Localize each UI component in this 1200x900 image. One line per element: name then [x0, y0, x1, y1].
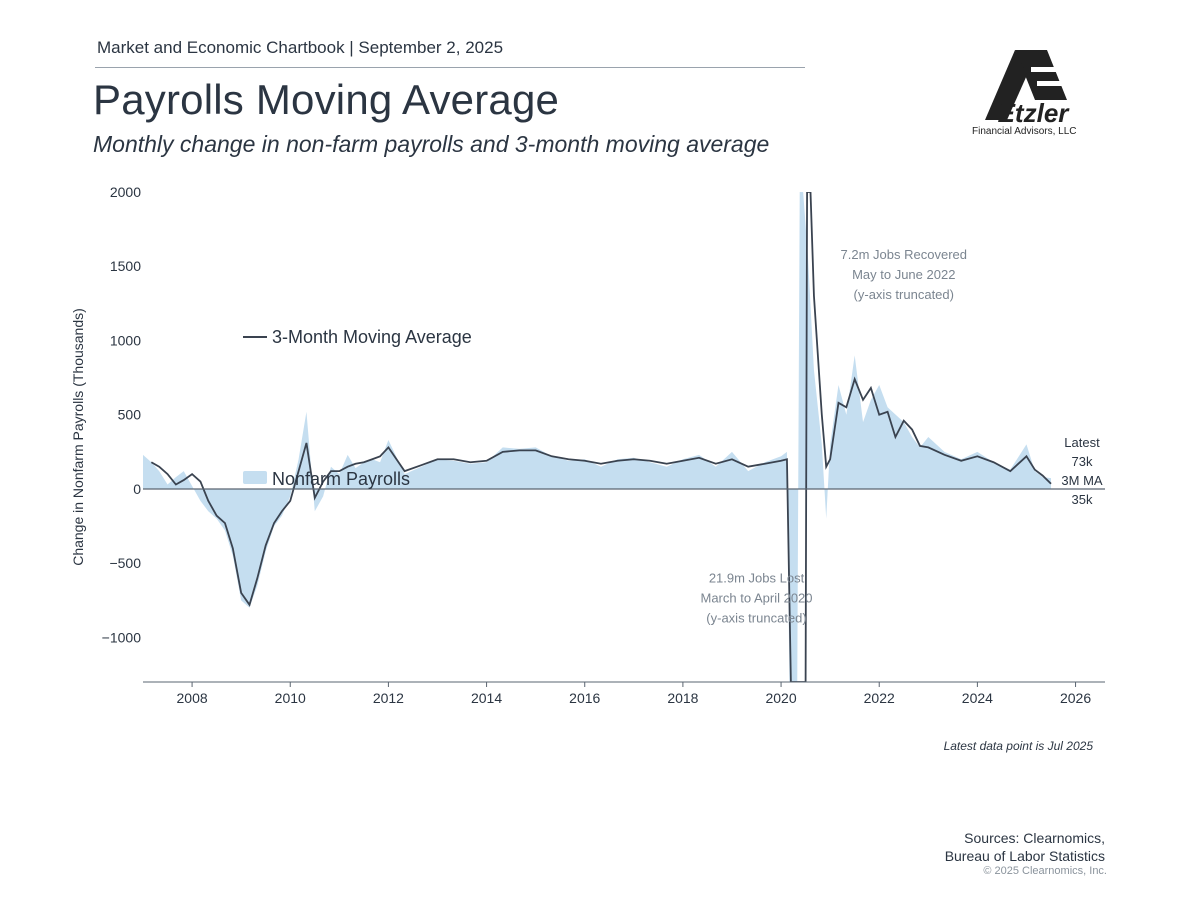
- legend: Nonfarm Payrolls 3-Month Moving Average: [243, 327, 472, 489]
- ma-label: 3M MA: [1061, 473, 1103, 488]
- latest-label: Latest: [1064, 435, 1100, 450]
- y-tick-label: −1000: [102, 629, 142, 645]
- y-axis-label: Change in Nonfarm Payrolls (Thousands): [70, 308, 86, 566]
- ma-value: 35k: [1072, 492, 1093, 507]
- legend-label-payrolls: Nonfarm Payrolls: [272, 469, 410, 489]
- annotation-text: 21.9m Jobs Lost: [709, 571, 805, 586]
- page-title: Payrolls Moving Average: [93, 76, 560, 123]
- logo-wordmark: Etzler: [998, 98, 1071, 128]
- x-tick-label: 2018: [667, 690, 698, 706]
- x-tick-label: 2026: [1060, 690, 1091, 706]
- copyright: © 2025 Clearnomics, Inc.: [983, 865, 1107, 877]
- chart-annotations: 7.2m Jobs Recovered May to June 2022 (y-ax…: [701, 247, 967, 626]
- payrolls-chart: Change in Nonfarm Payrolls (Thousands) 2…: [70, 184, 1105, 706]
- y-tick-label: 2000: [110, 184, 141, 200]
- header-text: Market and Economic Chartbook | Septembe…: [97, 38, 504, 57]
- nonfarm-payrolls-area: [143, 192, 1052, 682]
- y-tick-label: 1500: [110, 258, 141, 274]
- header-divider: [95, 67, 805, 68]
- x-tick-label: 2024: [962, 690, 993, 706]
- annotation-text: (y-axis truncated): [706, 611, 806, 626]
- latest-data-note: Latest data point is Jul 2025: [943, 739, 1093, 753]
- sources-line-1: Sources: Clearnomics,: [964, 830, 1105, 846]
- logo-subtitle: Financial Advisors, LLC: [972, 126, 1077, 137]
- y-tick-label: 1000: [110, 332, 141, 348]
- y-tick-label: 500: [118, 407, 142, 423]
- x-tick-label: 2022: [864, 690, 895, 706]
- x-axis-ticks: 2008 2010 2012 2014 2016 2018 2020 2022 2024 2026: [177, 682, 1091, 706]
- annotation-text: 7.2m Jobs Recovered: [841, 247, 967, 262]
- latest-value: 73k: [1072, 454, 1093, 469]
- annotation-text: March to April 2020: [701, 591, 813, 606]
- x-tick-label: 2014: [471, 690, 502, 706]
- sources-line-2: Bureau of Labor Statistics: [944, 848, 1105, 864]
- x-tick-label: 2010: [275, 690, 306, 706]
- legend-label-moving-average: 3-Month Moving Average: [272, 327, 472, 347]
- sources: Sources: Clearnomics, Bureau of Labor St…: [945, 829, 1105, 865]
- annotation-text: May to June 2022: [852, 267, 955, 282]
- y-tick-label: −500: [109, 555, 141, 571]
- x-tick-label: 2020: [765, 690, 796, 706]
- moving-average-line: [150, 192, 1052, 682]
- legend-area-swatch: [243, 471, 267, 484]
- end-labels: Latest 73k 3M MA 35k: [1061, 435, 1103, 507]
- x-tick-label: 2008: [177, 690, 208, 706]
- page-subtitle: Monthly change in non-farm payrolls and …: [93, 131, 770, 157]
- y-axis-ticks: 2000 1500 1000 500 0 −500 −1000: [102, 184, 142, 645]
- logo-slash-icon: [985, 50, 1027, 120]
- y-tick-label: 0: [133, 481, 141, 497]
- etzler-logo: Etzler: [985, 50, 1071, 128]
- x-tick-label: 2016: [569, 690, 600, 706]
- annotation-text: (y-axis truncated): [854, 287, 954, 302]
- x-tick-label: 2012: [373, 690, 404, 706]
- logo-triangle-icon: [1015, 50, 1067, 100]
